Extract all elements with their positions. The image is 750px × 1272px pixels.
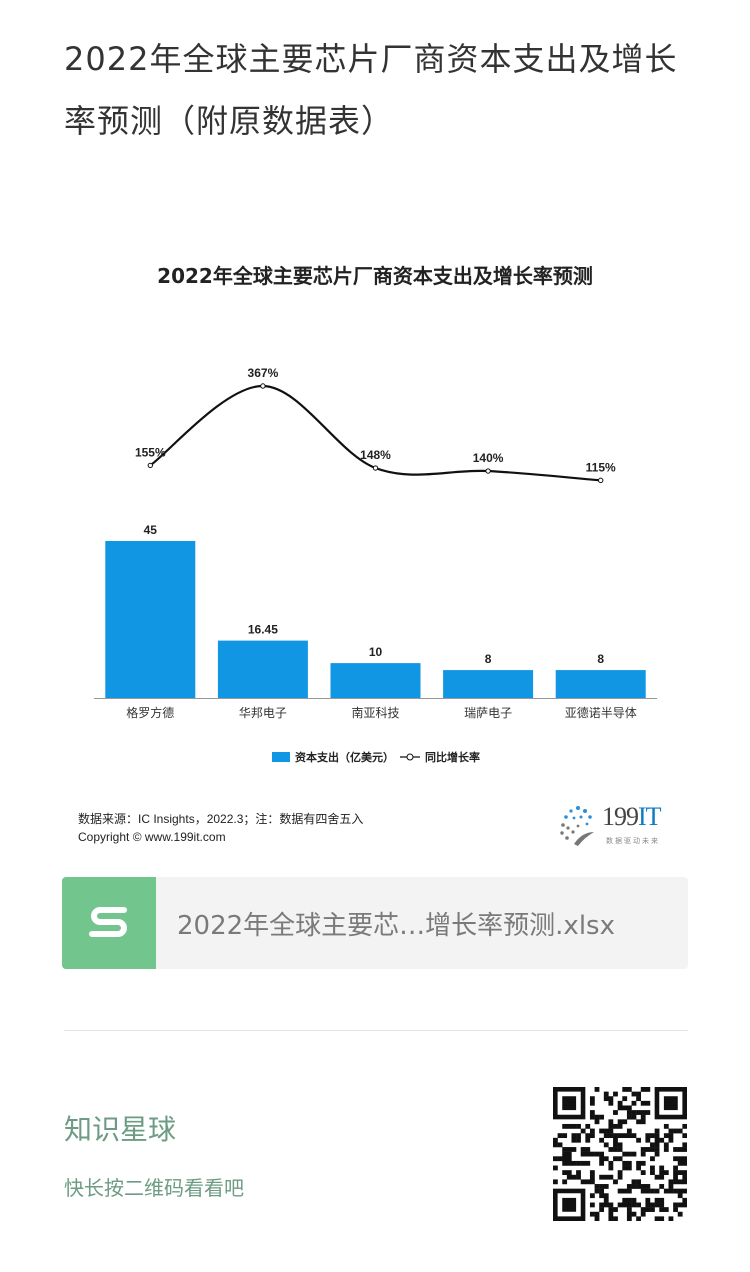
legend-line-label: 同比增长率 [425,750,480,764]
chart-title: 2022年全球主要芯片厂商资本支出及增长率预测 [157,264,593,288]
growth-point [260,383,266,389]
growth-point [147,462,154,469]
legend-bar-label: 资本支出（亿美元） [295,750,394,764]
growth-label: 140% [473,451,504,465]
growth-point [372,465,379,471]
spreadsheet-s-icon [62,877,156,969]
bar-value-label: 10 [369,645,383,659]
chart-source: 数据来源：IC Insights，2022.3；注：数据有四舍五入 [78,812,364,826]
bar-value-label: 8 [597,652,604,666]
chart-svg: 2022年全球主要芯片厂商资本支出及增长率预测 45 格罗方德 16.45 华邦电子 10… [94,264,657,764]
category-label: 亚德诺半导体 [565,705,637,720]
bar [217,640,308,698]
logo-199it: 199IT 数据驱动未来 [554,802,684,852]
growth-label: 367% [248,366,279,380]
category-label: 华邦电子 [239,706,287,720]
bar [105,541,196,698]
growth-point [485,468,491,474]
bar-value-label: 16.45 [248,623,278,637]
attachment-file-card[interactable]: 2022年全球主要芯…增长率预测.xlsx [62,877,688,969]
divider [64,1030,688,1031]
bar-value-label: 8 [485,652,492,666]
logo-dots-icon [560,806,594,846]
bar [330,663,421,698]
bar [555,670,646,698]
logo-text: 199IT [602,802,662,831]
bar-value-label: 45 [144,523,158,537]
logo-tagline: 数据驱动未来 [606,837,660,845]
chart-copyright: Copyright © www.199it.com [78,830,226,844]
knowledge-planet-title: 知识星球 [64,1113,177,1146]
legend-line-marker [406,753,414,761]
category-label: 南亚科技 [351,705,399,720]
legend-bar-swatch [272,752,290,762]
growth-line [149,384,601,482]
growth-label: 115% [586,460,616,474]
knowledge-planet-subtitle: 快长按二维码看看吧 [64,1176,244,1200]
qr-code[interactable] [553,1087,687,1221]
chart-image: 2022年全球主要芯片厂商资本支出及增长率预测 45 格罗方德 16.45 华邦电子 10… [64,236,686,856]
category-label: 格罗方德 [126,705,174,720]
post-title: 2022年全球主要芯片厂商资本支出及增长率预测（附原数据表） [64,40,678,140]
file-name: 2022年全球主要芯…增长率预测.xlsx [177,911,615,941]
growth-label: 155% [135,445,166,459]
growth-label: 148% [360,448,391,462]
bar [443,670,534,698]
growth-point [598,477,604,484]
category-label: 瑞萨电子 [464,706,512,720]
